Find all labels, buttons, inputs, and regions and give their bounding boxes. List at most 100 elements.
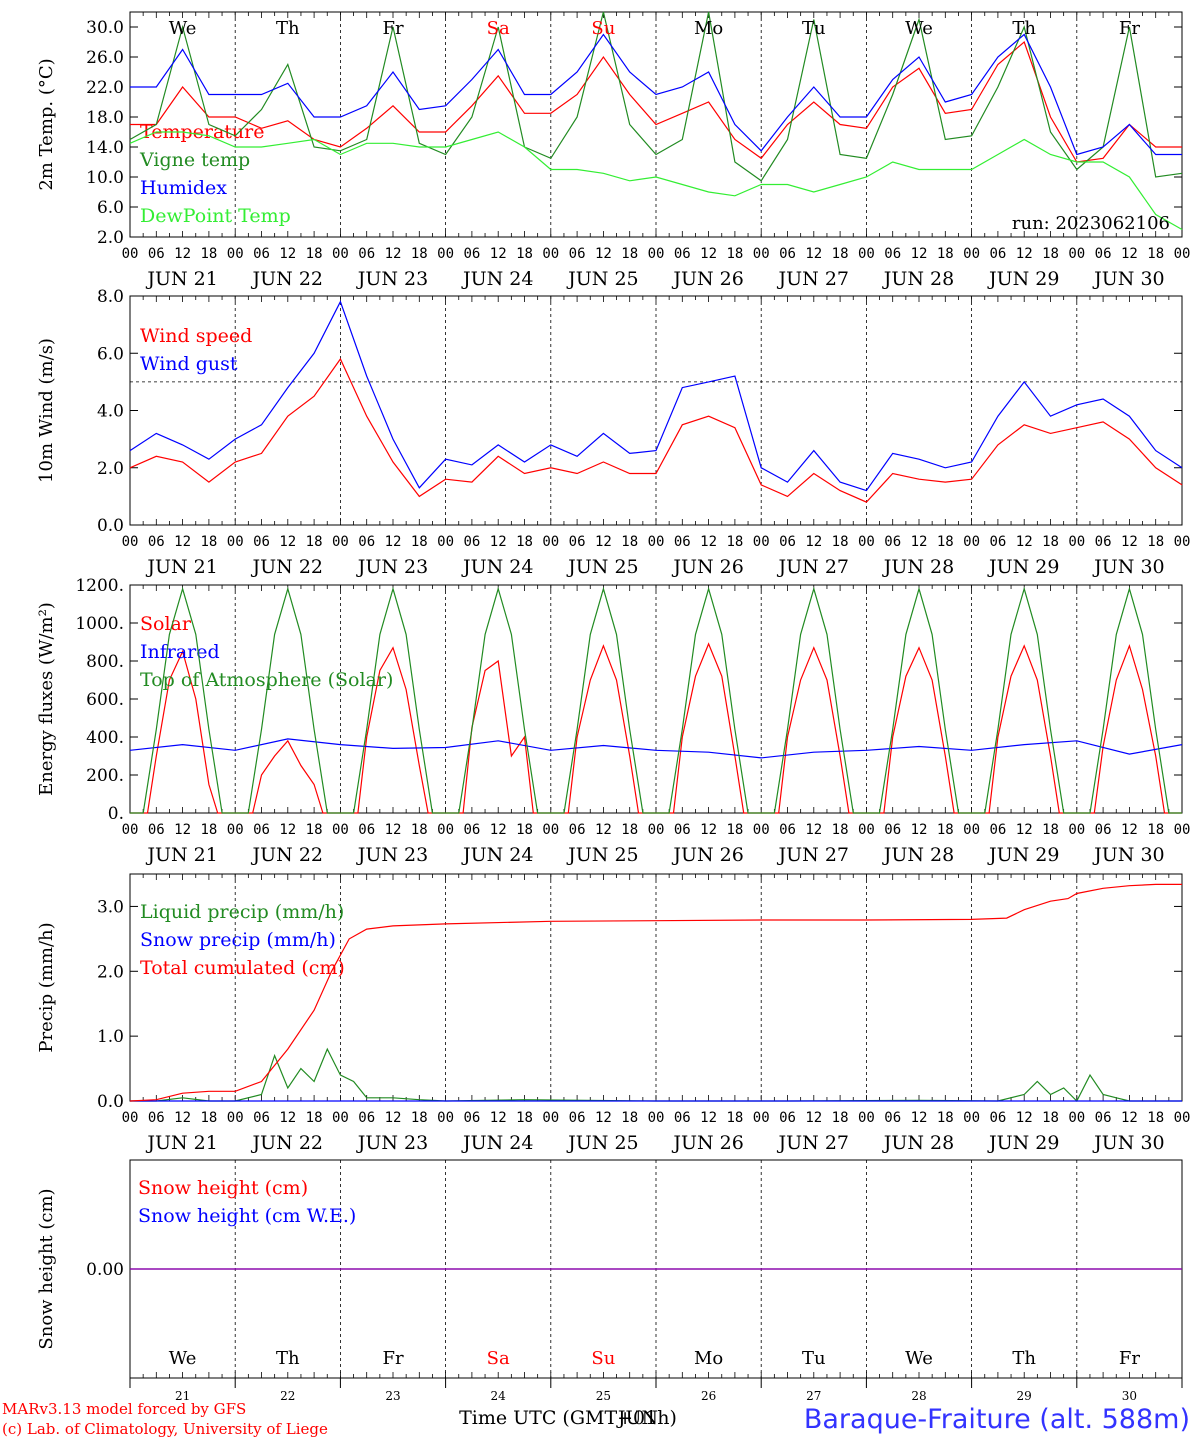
hour-tick-label: 00 — [332, 822, 349, 838]
hour-tick-label: 12 — [1121, 822, 1138, 838]
y-axis-label: Precip (mm/h) — [36, 922, 57, 1052]
hour-tick-label: 18 — [516, 246, 533, 262]
hour-tick-label: 06 — [1095, 822, 1112, 838]
hour-tick-label: 18 — [1042, 822, 1059, 838]
hour-tick-label: 06 — [253, 246, 270, 262]
date-number: 25 — [596, 1389, 611, 1403]
date-label: JUN 29 — [987, 268, 1059, 290]
y-tick-label: 4.0 — [97, 402, 124, 422]
legend-entry: Solar — [140, 613, 192, 635]
hour-tick-label: 00 — [648, 246, 665, 262]
date-number: 26 — [701, 1389, 716, 1403]
hour-tick-label: 00 — [437, 246, 454, 262]
date-label: JUN 22 — [251, 844, 323, 866]
weekday-label: Th — [1012, 18, 1036, 39]
hour-tick-label: 18 — [306, 246, 323, 262]
y-tick-label: 6.0 — [97, 198, 124, 218]
date-label: JUN 30 — [1092, 268, 1164, 290]
legend-entry: Infrared — [140, 641, 220, 663]
hour-tick-label: 18 — [411, 822, 428, 838]
hour-tick-label: 12 — [700, 1110, 717, 1126]
legend-entry: Liquid precip (mm/h) — [140, 901, 344, 923]
hour-tick-label: 18 — [200, 822, 217, 838]
hour-tick-label: 06 — [884, 534, 901, 550]
hour-tick-label: 00 — [332, 534, 349, 550]
legend-entry: DewPoint Temp — [140, 205, 291, 227]
panel-2: 0.0 2.0 4.0 6.0 8.0 10m Wind (m/s) Wind speed W… — [36, 287, 1190, 578]
y-tick-label: 600. — [86, 690, 124, 710]
series-line-top-of-atmosphere-solar- — [130, 586, 1182, 814]
series-line-dewpoint-temp — [129, 131, 1183, 231]
weekday-label: Tu — [802, 18, 826, 39]
date-number: 24 — [491, 1389, 507, 1403]
hour-tick-label: 12 — [911, 534, 928, 550]
date-label: JUN 22 — [251, 556, 323, 578]
hour-tick-label: 06 — [1095, 534, 1112, 550]
weekday-label-bottom: Th — [276, 1348, 300, 1369]
series-line-wind-speed — [129, 357, 1183, 503]
y-tick-label: 0.0 — [97, 1092, 124, 1112]
hour-tick-label: 18 — [726, 246, 743, 262]
y-tick-label: 0. — [108, 804, 124, 824]
station-title: Baraque-Fraiture (alt. 588m) — [804, 1404, 1190, 1435]
hour-tick-label: 18 — [306, 534, 323, 550]
y-tick-label: 26.0 — [86, 48, 124, 68]
panel-4: 0.0 1.0 2.0 3.0 Precip (mm/h) Liquid precip (… — [36, 873, 1191, 1154]
hour-tick-label: 12 — [1016, 822, 1033, 838]
hour-tick-label: 18 — [621, 822, 638, 838]
hour-tick-label: 18 — [621, 534, 638, 550]
weekday-label: Sa — [487, 18, 510, 39]
hour-tick-label: 06 — [358, 246, 375, 262]
weekday-label-bottom: Fr — [1119, 1348, 1140, 1369]
hour-tick-label: 18 — [726, 534, 743, 550]
y-tick-label: 0.0 — [97, 516, 124, 536]
hour-tick-label: 12 — [805, 246, 822, 262]
date-label: JUN 29 — [987, 844, 1059, 866]
hour-tick-label: 00 — [963, 246, 980, 262]
hour-tick-label: 06 — [148, 822, 165, 838]
hour-tick-label: 18 — [937, 534, 954, 550]
weekday-label-bottom: Mo — [694, 1348, 723, 1369]
hour-tick-label: 06 — [674, 534, 691, 550]
hour-tick-label: 18 — [200, 534, 217, 550]
legend-entry: Total cumulated (cm) — [140, 957, 345, 979]
date-label: JUN 25 — [566, 556, 638, 578]
hour-tick-label: 18 — [306, 1110, 323, 1126]
weekday-label: Su — [591, 18, 615, 39]
hour-tick-label: 06 — [989, 534, 1006, 550]
hour-tick-label: 06 — [989, 1110, 1006, 1126]
hour-tick-label: 00 — [753, 1110, 770, 1126]
hour-tick-label: 18 — [411, 1110, 428, 1126]
hour-tick-label: 00 — [753, 534, 770, 550]
hour-tick-label: 12 — [279, 534, 296, 550]
hour-tick-label: 06 — [989, 246, 1006, 262]
hour-tick-label: 00 — [122, 246, 139, 262]
y-tick-label: 22.0 — [86, 78, 124, 98]
legend-entry: Temperature — [140, 121, 264, 143]
hour-tick-label: 00 — [1174, 1110, 1191, 1126]
hour-tick-label: 12 — [490, 534, 507, 550]
hour-tick-label: 06 — [779, 246, 796, 262]
date-number: 28 — [911, 1389, 926, 1403]
hour-tick-label: 00 — [648, 534, 665, 550]
hour-tick-label: 18 — [726, 822, 743, 838]
hour-tick-label: 12 — [595, 534, 612, 550]
hour-tick-label: 06 — [884, 822, 901, 838]
hour-tick-label: 12 — [700, 822, 717, 838]
hour-tick-label: 00 — [648, 822, 665, 838]
hour-tick-label: 18 — [516, 534, 533, 550]
date-label: JUN 30 — [1092, 556, 1164, 578]
date-number: 27 — [806, 1389, 821, 1403]
hour-tick-label: 06 — [1095, 1110, 1112, 1126]
hour-tick-label: 06 — [674, 1110, 691, 1126]
date-label: JUN 24 — [461, 556, 533, 578]
y-tick-label: 18.0 — [86, 108, 124, 128]
weekday-label: Mo — [694, 18, 723, 39]
date-label: JUN 24 — [461, 268, 533, 290]
date-label: JUN 26 — [671, 844, 743, 866]
hour-tick-label: 06 — [779, 1110, 796, 1126]
hour-tick-label: 00 — [753, 822, 770, 838]
hour-tick-label: 06 — [779, 534, 796, 550]
weekday-label: Fr — [1119, 18, 1140, 39]
